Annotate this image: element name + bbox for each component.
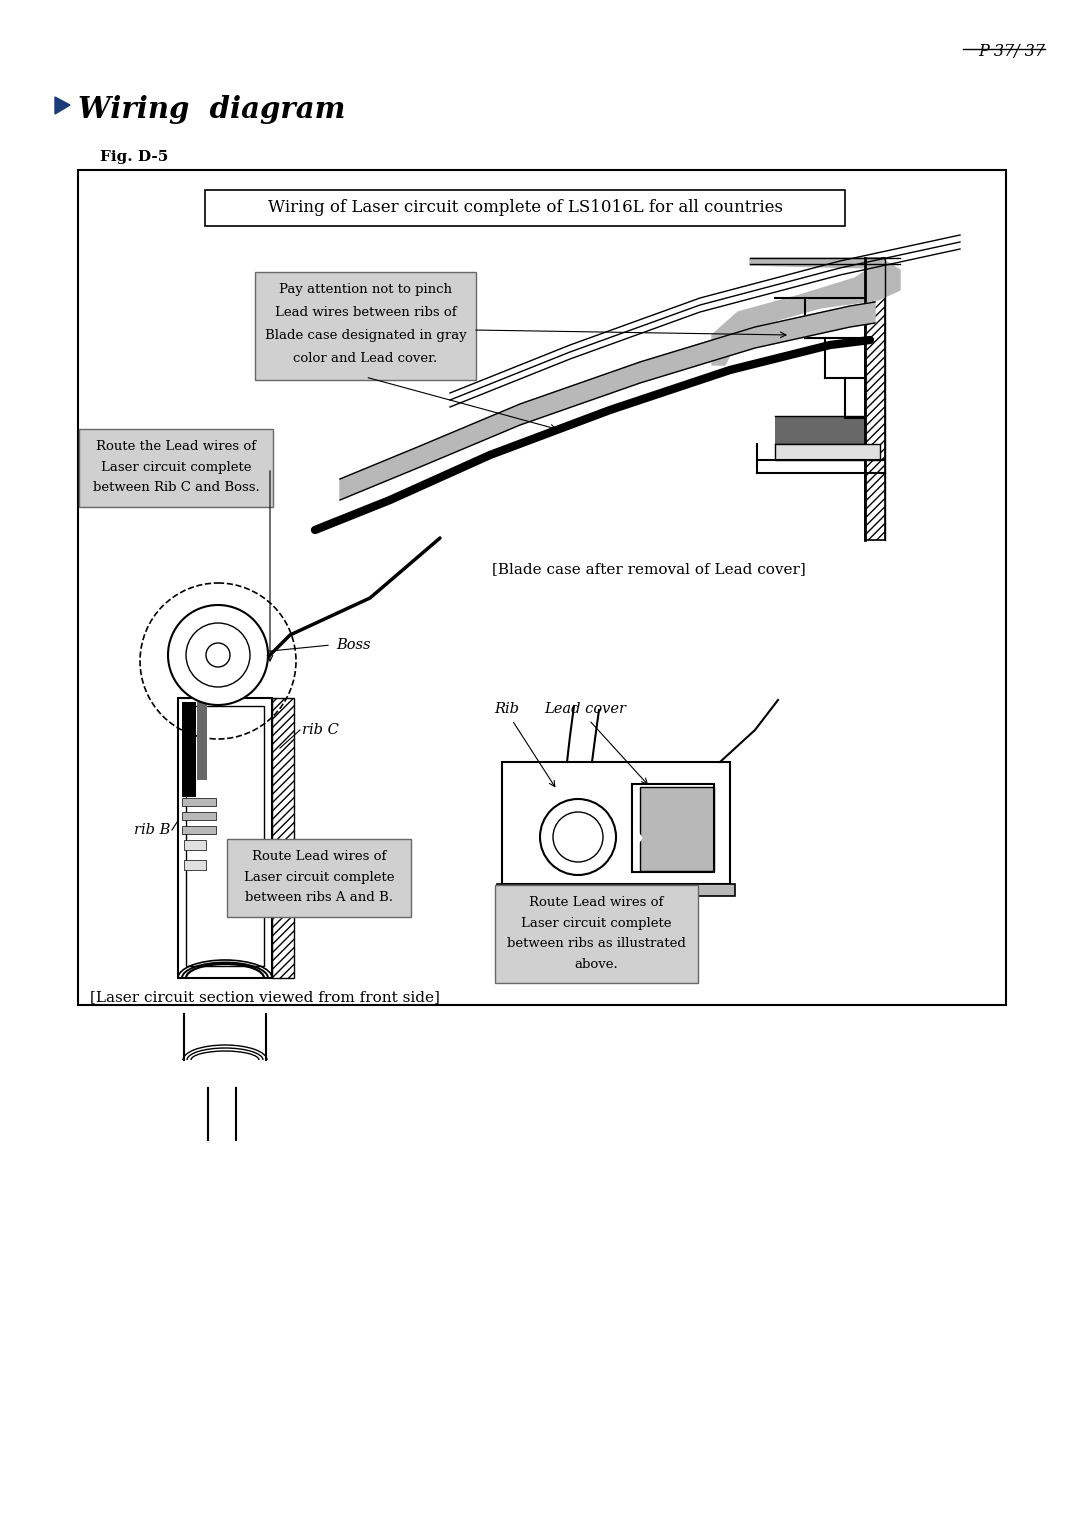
FancyBboxPatch shape [184, 840, 206, 851]
Text: Boss: Boss [336, 638, 370, 652]
FancyBboxPatch shape [78, 169, 1005, 1005]
Circle shape [186, 623, 249, 687]
Text: Fig. D-5: Fig. D-5 [100, 150, 168, 163]
Polygon shape [435, 345, 640, 541]
Text: Wiring  diagram: Wiring diagram [78, 95, 346, 124]
Text: between ribs as illustrated: between ribs as illustrated [508, 938, 686, 950]
Text: Blade case designated in gray: Blade case designated in gray [265, 328, 467, 342]
Polygon shape [634, 826, 642, 851]
Polygon shape [340, 302, 875, 499]
Text: color and Lead cover.: color and Lead cover. [294, 353, 437, 365]
Text: Route Lead wires of: Route Lead wires of [529, 896, 664, 909]
Text: Lead cover: Lead cover [544, 702, 626, 716]
Text: Route Lead wires of: Route Lead wires of [252, 851, 387, 863]
Polygon shape [55, 98, 70, 115]
FancyBboxPatch shape [775, 444, 880, 460]
Circle shape [168, 605, 268, 705]
FancyBboxPatch shape [227, 838, 411, 918]
FancyBboxPatch shape [79, 429, 273, 507]
FancyBboxPatch shape [255, 272, 476, 380]
Text: Route the Lead wires of: Route the Lead wires of [96, 440, 256, 454]
FancyBboxPatch shape [183, 826, 216, 834]
Circle shape [206, 643, 230, 667]
Text: P 37/ 37: P 37/ 37 [978, 43, 1045, 60]
Text: above.: above. [575, 957, 619, 971]
FancyBboxPatch shape [184, 860, 206, 870]
Text: [Blade case after removal of Lead cover]: [Blade case after removal of Lead cover] [492, 562, 806, 576]
Polygon shape [712, 258, 900, 365]
Text: rib C: rib C [302, 722, 339, 738]
FancyBboxPatch shape [183, 702, 195, 797]
FancyBboxPatch shape [497, 884, 735, 896]
FancyBboxPatch shape [495, 886, 698, 983]
FancyBboxPatch shape [205, 189, 845, 226]
Text: Laser circuit complete: Laser circuit complete [522, 916, 672, 930]
Text: Pay attention not to pinch: Pay attention not to pinch [279, 282, 453, 296]
FancyBboxPatch shape [186, 705, 264, 967]
FancyBboxPatch shape [502, 762, 730, 884]
FancyBboxPatch shape [178, 698, 272, 977]
Text: between ribs A and B.: between ribs A and B. [245, 892, 393, 904]
Circle shape [540, 799, 616, 875]
Circle shape [553, 812, 603, 863]
Text: Lead wires between ribs of: Lead wires between ribs of [274, 305, 457, 319]
Text: Rib: Rib [494, 702, 519, 716]
Text: Wiring of Laser circuit complete of LS1016L for all countries: Wiring of Laser circuit complete of LS10… [268, 200, 783, 217]
Text: rib B: rib B [134, 823, 170, 837]
FancyBboxPatch shape [775, 415, 865, 444]
Text: [Laser circuit section viewed from front side]: [Laser circuit section viewed from front… [90, 989, 440, 1003]
Text: Laser circuit complete: Laser circuit complete [100, 461, 252, 473]
Text: between Rib C and Boss.: between Rib C and Boss. [93, 481, 259, 495]
FancyBboxPatch shape [197, 702, 207, 780]
Text: Laser circuit complete: Laser circuit complete [244, 870, 394, 884]
FancyBboxPatch shape [183, 799, 216, 806]
FancyBboxPatch shape [183, 812, 216, 820]
FancyBboxPatch shape [640, 786, 714, 870]
Text: rib A: rib A [307, 869, 343, 883]
